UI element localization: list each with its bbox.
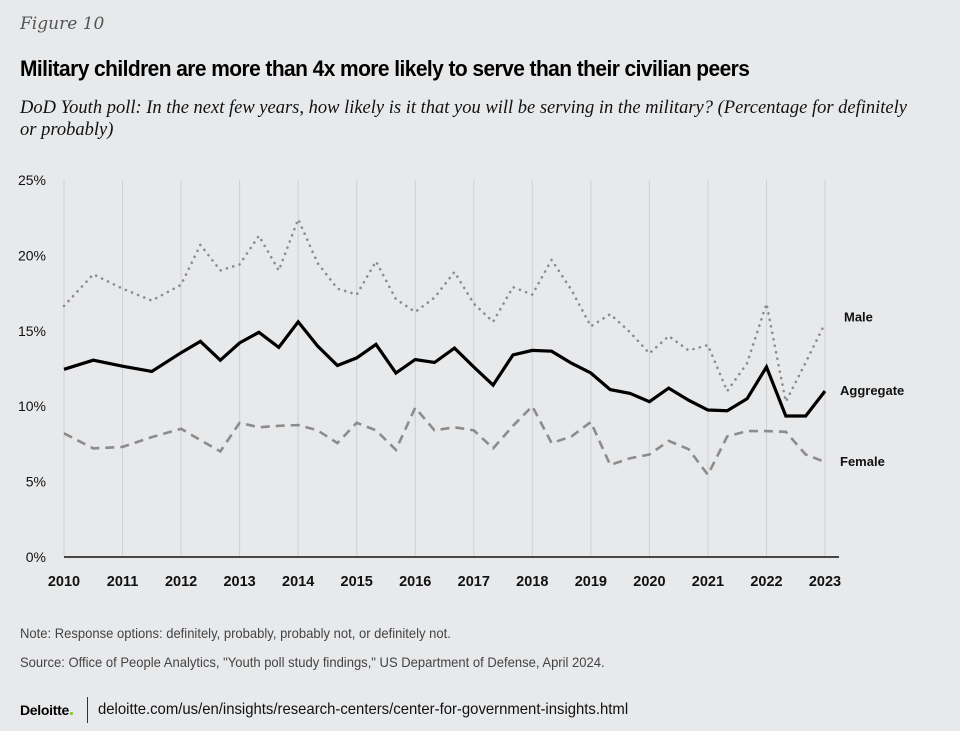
- series-line-male: [62, 215, 827, 406]
- x-tick-label: 2018: [516, 574, 548, 590]
- x-tick-label: 2012: [165, 574, 197, 590]
- grid-lines: [63, 180, 826, 557]
- y-tick-label: 20%: [18, 247, 46, 263]
- y-tick-label: 5%: [26, 474, 46, 490]
- deloitte-logo: Deloitte: [20, 702, 73, 718]
- y-axis-ticks: 0% 5% 10% 15% 20% 25%: [18, 172, 46, 565]
- x-tick-label: 2023: [809, 574, 841, 590]
- series-line-female: [63, 404, 826, 478]
- logo-text: Deloitte: [20, 702, 69, 718]
- series-label-male: Male: [844, 309, 873, 324]
- y-tick-label: 10%: [18, 398, 46, 414]
- footer: Deloitte deloitte.com/us/en/insights/res…: [20, 697, 668, 723]
- y-tick-label: 15%: [18, 323, 46, 339]
- x-tick-label: 2011: [107, 574, 138, 590]
- x-tick-label: 2021: [692, 574, 724, 590]
- series-label-female: Female: [840, 454, 885, 469]
- x-tick-label: 2019: [575, 574, 607, 590]
- figure-label: Figure 10: [20, 14, 105, 34]
- footer-url-link[interactable]: deloitte.com/us/en/insights/research-cen…: [97, 701, 629, 718]
- y-tick-label: 25%: [18, 172, 46, 188]
- y-tick-label: 0%: [26, 549, 46, 565]
- chart-title: Military children are more than 4x more …: [20, 56, 750, 81]
- series-label-aggregate: Aggregate: [840, 383, 904, 398]
- series-labels: Male Aggregate Female: [840, 309, 904, 469]
- x-tick-label: 2020: [633, 574, 665, 590]
- series-lines: [62, 215, 827, 478]
- chart-note: Note: Response options: definitely, prob…: [20, 625, 451, 641]
- chart-subtitle: DoD Youth poll: In the next few years, h…: [20, 98, 907, 140]
- x-tick-label: 2010: [48, 574, 80, 590]
- x-tick-label: 2022: [750, 574, 782, 590]
- x-tick-label: 2016: [399, 574, 431, 590]
- chart-source: Source: Office of People Analytics, "You…: [20, 654, 605, 670]
- line-chart: 0%5%10%15%20%25% 2010 2011 2012 2013 2014 201…: [18, 172, 904, 590]
- x-tick-label: 2013: [223, 574, 255, 590]
- logo-dot-icon: [69, 712, 73, 715]
- series-line-aggregate: [63, 319, 827, 418]
- x-tick-label: 2014: [282, 574, 314, 590]
- x-axis-ticks: 2010 2011 2012 2013 2014 2015 2016 2017 2018 2019…: [48, 574, 841, 590]
- x-tick-label: 2015: [341, 574, 373, 590]
- x-tick-label: 2017: [458, 574, 490, 590]
- footer-divider: [86, 697, 88, 723]
